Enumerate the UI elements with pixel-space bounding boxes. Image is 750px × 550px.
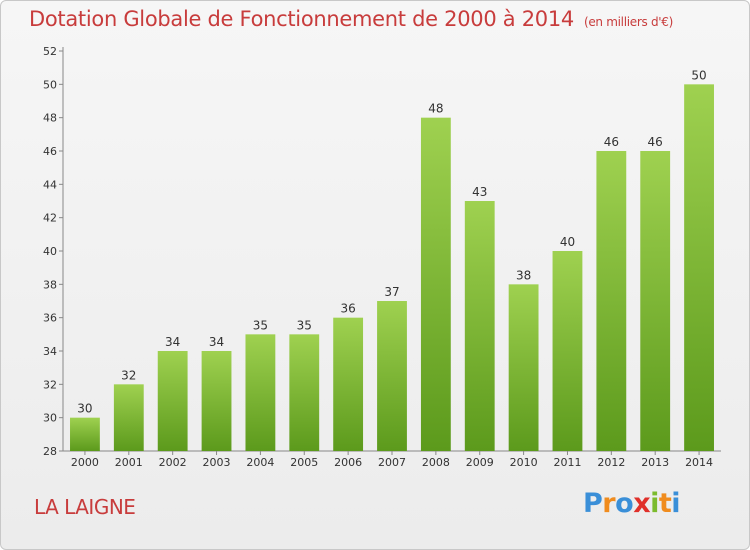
- bar-value-label: 35: [253, 318, 268, 332]
- x-tick-label: 2014: [685, 456, 713, 469]
- logo-letter: r: [602, 488, 616, 519]
- x-tick-label: 2007: [378, 456, 406, 469]
- x-tick-label: 2000: [71, 456, 99, 469]
- y-tick-label: 50: [43, 78, 57, 91]
- bar-value-label: 36: [340, 302, 355, 316]
- x-tick-label: 2006: [334, 456, 362, 469]
- x-tick-label: 2008: [422, 456, 450, 469]
- chart-axes: 28 30 32 34 36 38 40 42 44 46 48 50 52 2000 2001 2002 20…: [43, 45, 721, 469]
- y-tick-label: 30: [43, 412, 57, 425]
- y-tick-label: 44: [43, 178, 57, 191]
- y-tick-label: 36: [43, 312, 57, 325]
- y-tick-label: 42: [43, 212, 57, 225]
- y-tick-label: 38: [43, 278, 57, 291]
- logo-letter: i: [671, 488, 681, 519]
- bar-value-label: 43: [472, 185, 487, 199]
- bar-value-labels: 30 32 34 34 35 35 36 37 48 43 38 40 46 46 50: [77, 68, 706, 415]
- y-tick-label: 52: [43, 45, 57, 58]
- bar-value-label: 38: [516, 268, 531, 282]
- x-tick-label: 2012: [597, 456, 625, 469]
- bar: [289, 334, 320, 451]
- x-tick-label: 2001: [115, 456, 143, 469]
- y-tick-label: 28: [43, 445, 57, 458]
- bar: [333, 317, 364, 451]
- bar-series: [70, 84, 714, 452]
- chart-title: Dotation Globale de Fonctionnement de 20…: [29, 7, 673, 31]
- bar: [420, 117, 451, 452]
- chart-unit-label: (en milliers d'€): [583, 15, 673, 29]
- x-tick-label: 2011: [553, 456, 581, 469]
- bar-value-label: 50: [691, 68, 706, 82]
- bar-value-label: 30: [77, 402, 92, 416]
- bar: [684, 84, 714, 451]
- bar-value-label: 48: [428, 102, 443, 116]
- y-tick-label: 48: [43, 112, 57, 125]
- bar: [377, 301, 407, 451]
- bar-value-label: 35: [297, 318, 312, 332]
- bar-value-label: 34: [165, 335, 180, 349]
- bar: [640, 151, 671, 451]
- bar: [245, 334, 276, 451]
- logo-letter: o: [615, 488, 634, 519]
- x-tick-label: 2013: [641, 456, 669, 469]
- bar-value-label: 32: [121, 368, 136, 382]
- bar-value-label: 46: [648, 135, 663, 149]
- x-tick-label: 2010: [510, 456, 538, 469]
- bar: [157, 351, 188, 451]
- logo-letter: t: [658, 488, 672, 519]
- bar: [70, 417, 100, 451]
- bar-value-label: 46: [604, 135, 619, 149]
- x-tick-label: 2009: [466, 456, 494, 469]
- x-tick-label: 2003: [203, 456, 231, 469]
- bar: [201, 351, 232, 451]
- chart-title-text: Dotation Globale de Fonctionnement de 20…: [29, 7, 574, 31]
- y-tick-label: 34: [43, 345, 57, 358]
- y-tick-label: 32: [43, 378, 57, 391]
- bar: [464, 201, 495, 451]
- bar-value-label: 40: [560, 235, 575, 249]
- commune-name: LA LAIGNE: [34, 495, 136, 519]
- x-tick-label: 2004: [246, 456, 274, 469]
- logo-letter: x: [633, 488, 651, 519]
- x-tick-label: 2005: [290, 456, 318, 469]
- y-tick-label: 46: [43, 145, 57, 158]
- logo-letter: P: [583, 488, 603, 519]
- bar-value-label: 37: [384, 285, 399, 299]
- x-tick-label: 2002: [159, 456, 187, 469]
- logo-letter: i: [650, 488, 659, 519]
- bar: [508, 284, 539, 451]
- bar: [552, 251, 583, 451]
- y-tick-label: 40: [43, 245, 57, 258]
- bar-value-label: 34: [209, 335, 224, 349]
- bar: [596, 151, 627, 451]
- bar: [113, 384, 144, 451]
- proxiti-logo: Proxiti: [583, 488, 681, 519]
